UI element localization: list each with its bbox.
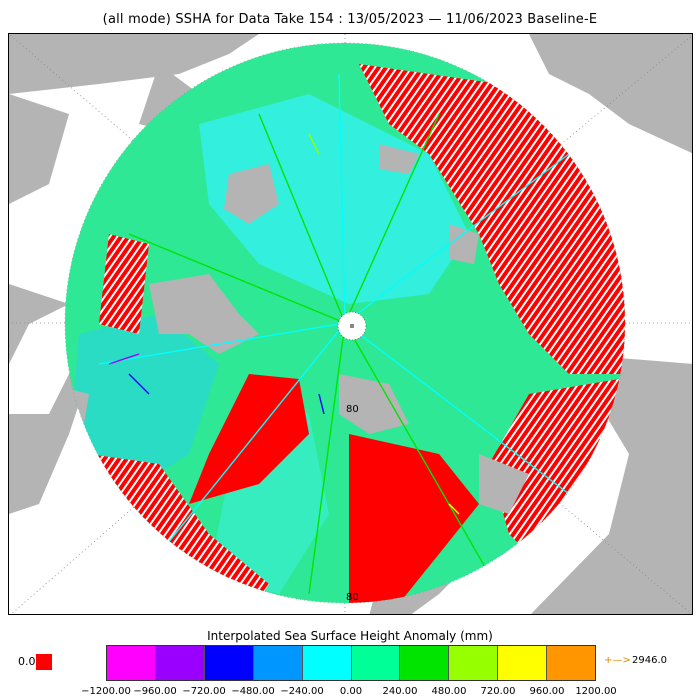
below-range-swatch	[36, 654, 52, 670]
legend-title: Interpolated Sea Surface Height Anomaly …	[207, 629, 493, 643]
latitude-label-80-inner: 80	[346, 404, 359, 415]
colorbar-bin	[204, 646, 254, 680]
figure-title: (all mode) SSHA for Data Take 154 : 13/0…	[102, 12, 598, 27]
above-range-arrow-icon: +—>	[604, 655, 631, 666]
colorbar-bin	[449, 646, 499, 680]
colorbar-bin	[498, 646, 548, 680]
below-range-label: 0.0	[18, 655, 36, 668]
colorbar-tick-label: −960.00	[133, 686, 177, 697]
colorbar-tick-label: −1200.00	[81, 686, 131, 697]
above-range-label: 2946.0	[632, 655, 667, 666]
colorbar-tick-label: 960.00	[529, 686, 565, 697]
colorbar-tick-label: 0.00	[339, 686, 363, 697]
pole-marker	[350, 324, 354, 328]
colorbar-tick-label: −480.00	[231, 686, 275, 697]
colorbar-bin	[547, 646, 596, 680]
colorbar-bin	[155, 646, 205, 680]
colorbar-tick-label: 480.00	[431, 686, 467, 697]
colorbar-tick-label: 1200.00	[575, 686, 617, 697]
latitude-label-80-outer: 80	[346, 592, 359, 603]
polar-map: 80 80	[8, 33, 693, 615]
colorbar	[106, 645, 596, 681]
colorbar-bin	[302, 646, 352, 680]
colorbar-tick-label: −720.00	[182, 686, 226, 697]
map-canvas: 80 80	[9, 34, 692, 614]
colorbar-bin	[107, 646, 156, 680]
colorbar-tick-label: 720.00	[480, 686, 516, 697]
colorbar-bin	[400, 646, 450, 680]
colorbar-bin	[351, 646, 401, 680]
colorbar-ticks: −1200.00 −960.00 −720.00 −480.00 −240.00 0.00…	[0, 686, 700, 700]
colorbar-tick-label: −240.00	[280, 686, 324, 697]
ssha-streaks	[98, 73, 570, 595]
colorbar-tick-label: 240.00	[382, 686, 418, 697]
colorbar-bin	[253, 646, 303, 680]
